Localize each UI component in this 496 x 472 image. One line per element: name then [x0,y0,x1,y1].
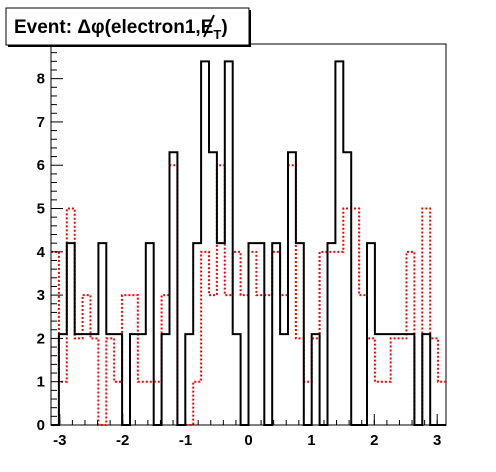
x-tick-label: -2 [116,432,129,449]
series-dotted-red [51,164,446,426]
y-tick-label: 7 [37,114,45,131]
axes: -3 -2 -1 0 1 2 3 0 1 2 3 4 5 6 7 8 [37,52,441,449]
y-tick-label: 2 [37,330,45,347]
x-tick-label: 3 [433,432,441,449]
chart-title-suffix: ) [221,17,227,38]
title-box: Event: Δφ(electron1,ET) [5,7,251,47]
series-dotted-line [51,164,446,426]
chart-title-prefix: Event: Δφ(electron1, [14,17,201,38]
y-tick-label: 0 [37,417,45,434]
y-tick-label: 1 [37,374,45,391]
series-solid-line [51,60,446,426]
x-tick-label: 2 [370,432,378,449]
title-box-shadow-right [249,10,251,47]
y-tick-label: 6 [37,157,45,174]
x-tick-label: 0 [244,432,252,449]
title-box-shadow-bottom [8,45,251,47]
x-tick-label: -1 [179,432,192,449]
y-tick-label: 3 [37,287,45,304]
chart-title: Event: Δφ(electron1,ET) [14,17,228,42]
chart-title-subscript: T [213,27,221,42]
met-slash [203,14,215,38]
y-tick-label: 8 [37,71,45,88]
y-tick-label: 4 [37,244,46,261]
x-tick-label: -3 [53,432,66,449]
series-solid-black [51,60,446,426]
x-tick-label: 1 [307,432,315,449]
y-tick-label: 5 [37,201,45,218]
